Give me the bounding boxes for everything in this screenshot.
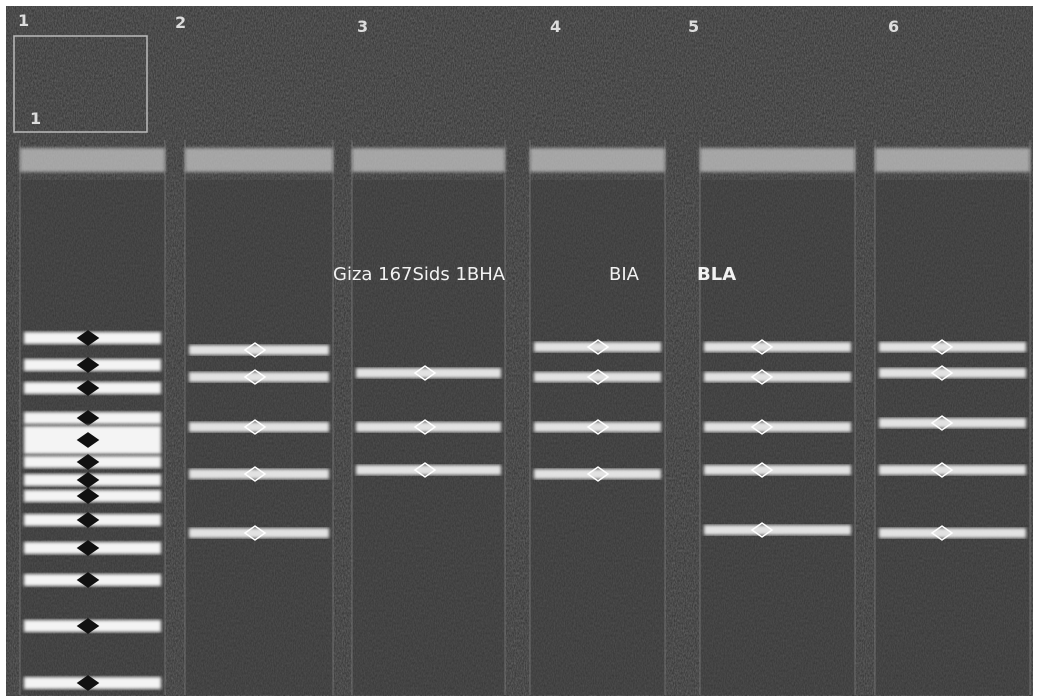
lane-track (700, 180, 855, 695)
lane-label: 1 (18, 11, 29, 30)
lane-track (530, 180, 665, 695)
lane-label: 4 (550, 17, 561, 36)
band (534, 342, 661, 352)
well (20, 148, 165, 172)
band (534, 372, 661, 382)
well (530, 148, 665, 172)
band (704, 525, 851, 535)
well (352, 148, 505, 172)
band (534, 469, 661, 479)
band (704, 422, 851, 432)
lane-label: 5 (688, 17, 699, 36)
band (356, 368, 501, 378)
lane-track (185, 180, 333, 695)
band (356, 422, 501, 432)
sample-label: Giza 167Sids 1BHA (333, 264, 506, 285)
lane-track (352, 180, 505, 695)
band (704, 465, 851, 475)
band (356, 465, 501, 475)
band (534, 422, 661, 432)
lane-label: 6 (888, 17, 899, 36)
gel-image: 1 1 2 3 4 5 6 Giza 167Sids 1BHA BIA BLA (0, 0, 1037, 700)
lane-label: 2 (175, 13, 186, 32)
lane-track (875, 180, 1030, 695)
band (704, 372, 851, 382)
well (185, 148, 333, 172)
well (875, 148, 1030, 172)
well-label: 1 (30, 109, 41, 128)
sample-label: BLA (697, 264, 736, 285)
band (704, 342, 851, 352)
sample-label: BIA (609, 264, 640, 285)
well (700, 148, 855, 172)
lane-label: 3 (357, 17, 368, 36)
